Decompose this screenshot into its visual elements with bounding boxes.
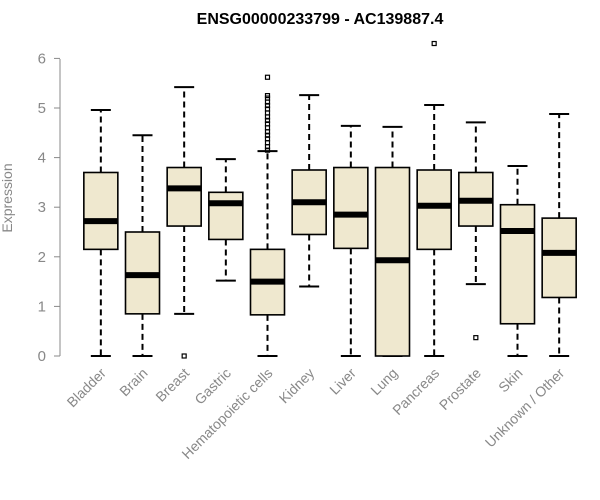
box-group-lung bbox=[374, 125, 411, 357]
y-tick-label: 2 bbox=[38, 249, 46, 266]
outlier-point bbox=[264, 74, 271, 80]
outlier-point bbox=[264, 92, 271, 99]
x-tick-label: Kidney bbox=[276, 365, 318, 407]
box-iqr bbox=[416, 169, 452, 251]
box-group-pancreas bbox=[416, 40, 452, 357]
box-iqr bbox=[166, 166, 202, 227]
box-iqr bbox=[499, 203, 536, 325]
x-tick-label: Prostate bbox=[436, 365, 484, 413]
box-iqr bbox=[83, 171, 119, 251]
y-tick-label: 3 bbox=[38, 199, 46, 216]
box-group-breast bbox=[166, 86, 202, 359]
boxes-group bbox=[83, 40, 577, 359]
box-group-gastric bbox=[208, 158, 244, 282]
y-tick-label: 5 bbox=[38, 100, 46, 117]
chart-title: ENSG00000233799 - AC139887.4 bbox=[197, 11, 444, 28]
x-tick-label: Lung bbox=[367, 365, 400, 398]
x-tick-label: Liver bbox=[326, 365, 359, 398]
y-tick-label: 0 bbox=[38, 348, 46, 365]
box-group-skin bbox=[499, 165, 536, 357]
box-iqr bbox=[333, 166, 369, 250]
box-iqr bbox=[208, 191, 244, 241]
y-tick-label: 6 bbox=[38, 50, 46, 67]
x-tick-label: Skin bbox=[495, 365, 526, 396]
outlier-point bbox=[473, 335, 479, 341]
x-tick-label: Breast bbox=[152, 365, 192, 405]
outlier-point bbox=[431, 40, 437, 47]
box-group-prostate bbox=[458, 121, 494, 341]
y-tick-label: 4 bbox=[38, 150, 46, 167]
box-iqr bbox=[541, 217, 577, 299]
box-group-hematopoietic-cells bbox=[249, 74, 286, 357]
x-tick-label: Brain bbox=[116, 365, 150, 399]
box-group-unknown-other bbox=[541, 112, 577, 357]
outlier-point bbox=[181, 353, 187, 359]
x-tick-label: Unknown / Other bbox=[482, 365, 568, 451]
box-group-brain bbox=[124, 134, 161, 357]
box-group-liver bbox=[333, 124, 369, 357]
y-axis: 0 1 2 3 4 5 6 bbox=[38, 50, 61, 365]
y-tick-label: 1 bbox=[38, 298, 46, 315]
box-group-bladder bbox=[83, 108, 119, 357]
y-axis-label: Expression bbox=[0, 163, 15, 232]
x-tick-label: Bladder bbox=[64, 365, 110, 411]
box-group-kidney bbox=[291, 94, 327, 288]
